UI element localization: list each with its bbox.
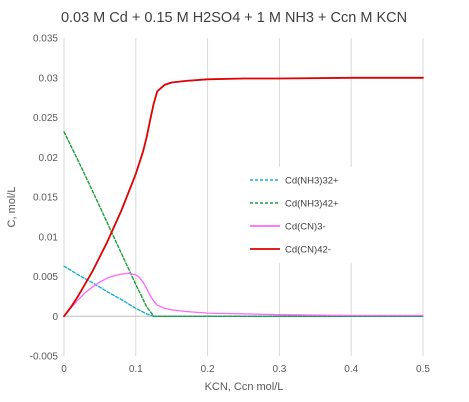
y-tick-label: 0.015 xyxy=(33,193,58,204)
chart-title: 0.03 M Cd + 0.15 M H2SO4 + 1 M NH3 + Ccn… xyxy=(61,10,407,26)
legend-label: Cd(CN)3- xyxy=(285,222,326,233)
y-tick-label: 0.025 xyxy=(33,113,58,124)
series-line xyxy=(63,272,424,317)
x-axis-label: KCN, Ccn mol/L xyxy=(205,381,284,393)
legend-label: Cd(CN)42- xyxy=(285,245,331,256)
series-line xyxy=(63,76,424,318)
x-tick-label: 0.2 xyxy=(201,364,215,375)
y-tick-label: 0.005 xyxy=(33,272,58,283)
legend-label: Cd(NH3)42+ xyxy=(285,199,339,210)
x-tick-label: 0 xyxy=(61,364,67,375)
y-tick-label: 0 xyxy=(52,312,58,323)
legend-label: Cd(NH3)32+ xyxy=(285,176,339,187)
legend: Cd(NH3)32+ Cd(NH3)42+ Cd(CN)3- Cd(CN)42- xyxy=(244,167,364,263)
x-tick-label: 0.5 xyxy=(416,364,430,375)
y-tick-label: 0.035 xyxy=(33,34,58,45)
x-tick-label: 0.4 xyxy=(344,364,358,375)
y-tick-label: -0.005 xyxy=(30,352,59,363)
y-tick-label: 0.02 xyxy=(39,153,59,164)
legend-box xyxy=(244,167,364,263)
y-axis-label: C, mol/L xyxy=(6,187,18,228)
series-line xyxy=(63,131,424,317)
x-tick-label: 0.3 xyxy=(272,364,286,375)
series-layer xyxy=(63,76,424,318)
y-tick-label: 0.01 xyxy=(39,232,59,243)
x-tick-label: 0.1 xyxy=(129,364,143,375)
y-tick-label: 0.03 xyxy=(39,73,59,84)
